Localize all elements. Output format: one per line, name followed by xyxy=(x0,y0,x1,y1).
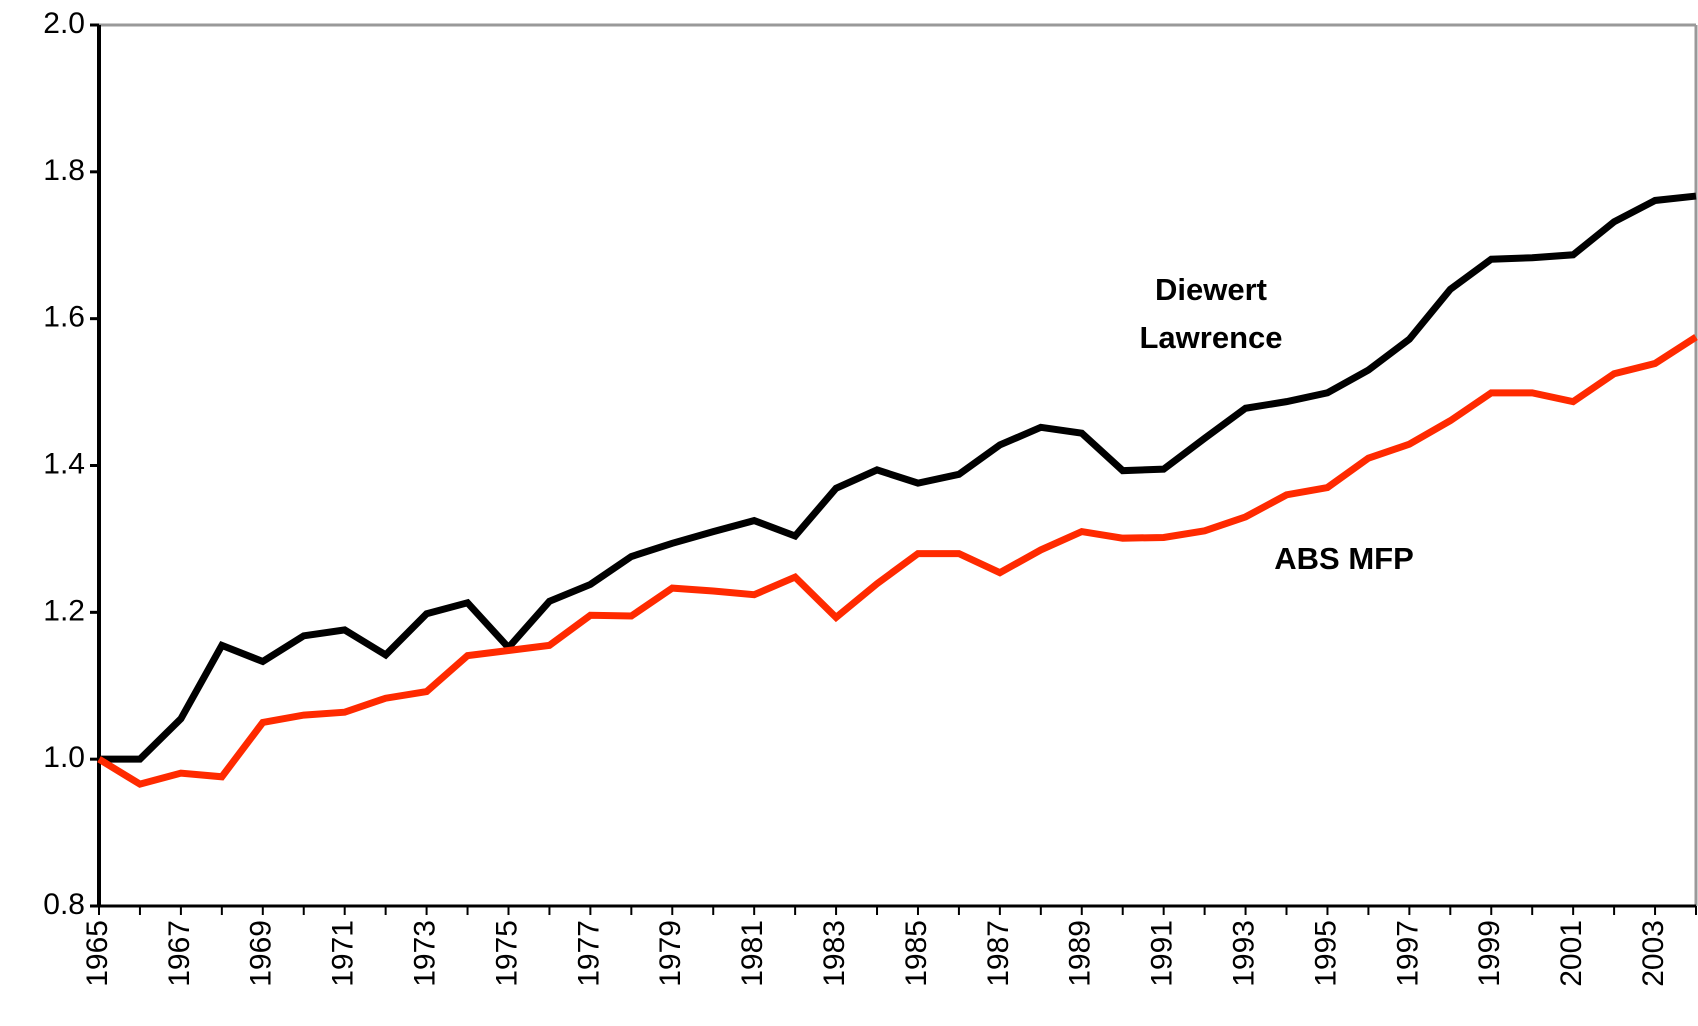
x-tick-label: 1985 xyxy=(900,920,933,987)
series-label: Diewert Lawrence xyxy=(1139,272,1283,355)
x-tick-label: 1975 xyxy=(490,920,523,987)
y-tick-label: 0.8 xyxy=(43,888,85,921)
x-tick-label: 1965 xyxy=(81,920,114,987)
x-tick-label: 1989 xyxy=(1064,920,1097,987)
x-tick-label: 2003 xyxy=(1637,920,1670,987)
x-tick-label: 1993 xyxy=(1227,920,1260,987)
y-tick-label: 1.2 xyxy=(43,594,85,627)
x-tick-label: 1995 xyxy=(1309,920,1342,987)
series-line xyxy=(99,192,1697,763)
y-tick-label: 1.0 xyxy=(43,741,85,774)
x-tick-label: 1987 xyxy=(982,920,1015,987)
x-tick-label: 1967 xyxy=(163,920,196,987)
series-line xyxy=(97,334,1698,788)
y-tick-label: 1.6 xyxy=(43,301,85,334)
x-tick-label: 1971 xyxy=(327,920,360,987)
y-tick-label: 2.0 xyxy=(43,7,85,40)
x-tick-label: 1983 xyxy=(818,920,851,987)
x-tick-label: 1999 xyxy=(1473,920,1506,987)
x-tick-label: 1979 xyxy=(654,920,687,987)
x-tick-label: 1991 xyxy=(1146,920,1179,987)
series-label: ABS MFP xyxy=(1274,541,1414,576)
x-tick-label: 1981 xyxy=(736,920,769,987)
x-tick-label: 1997 xyxy=(1391,920,1424,987)
y-tick-label: 1.8 xyxy=(43,154,85,187)
x-tick-label: 2001 xyxy=(1555,920,1588,987)
x-tick-label: 1973 xyxy=(409,920,442,987)
y-tick-label: 1.4 xyxy=(43,447,85,480)
x-tick-label: 1977 xyxy=(572,920,605,987)
x-tick-label: 1969 xyxy=(245,920,278,987)
